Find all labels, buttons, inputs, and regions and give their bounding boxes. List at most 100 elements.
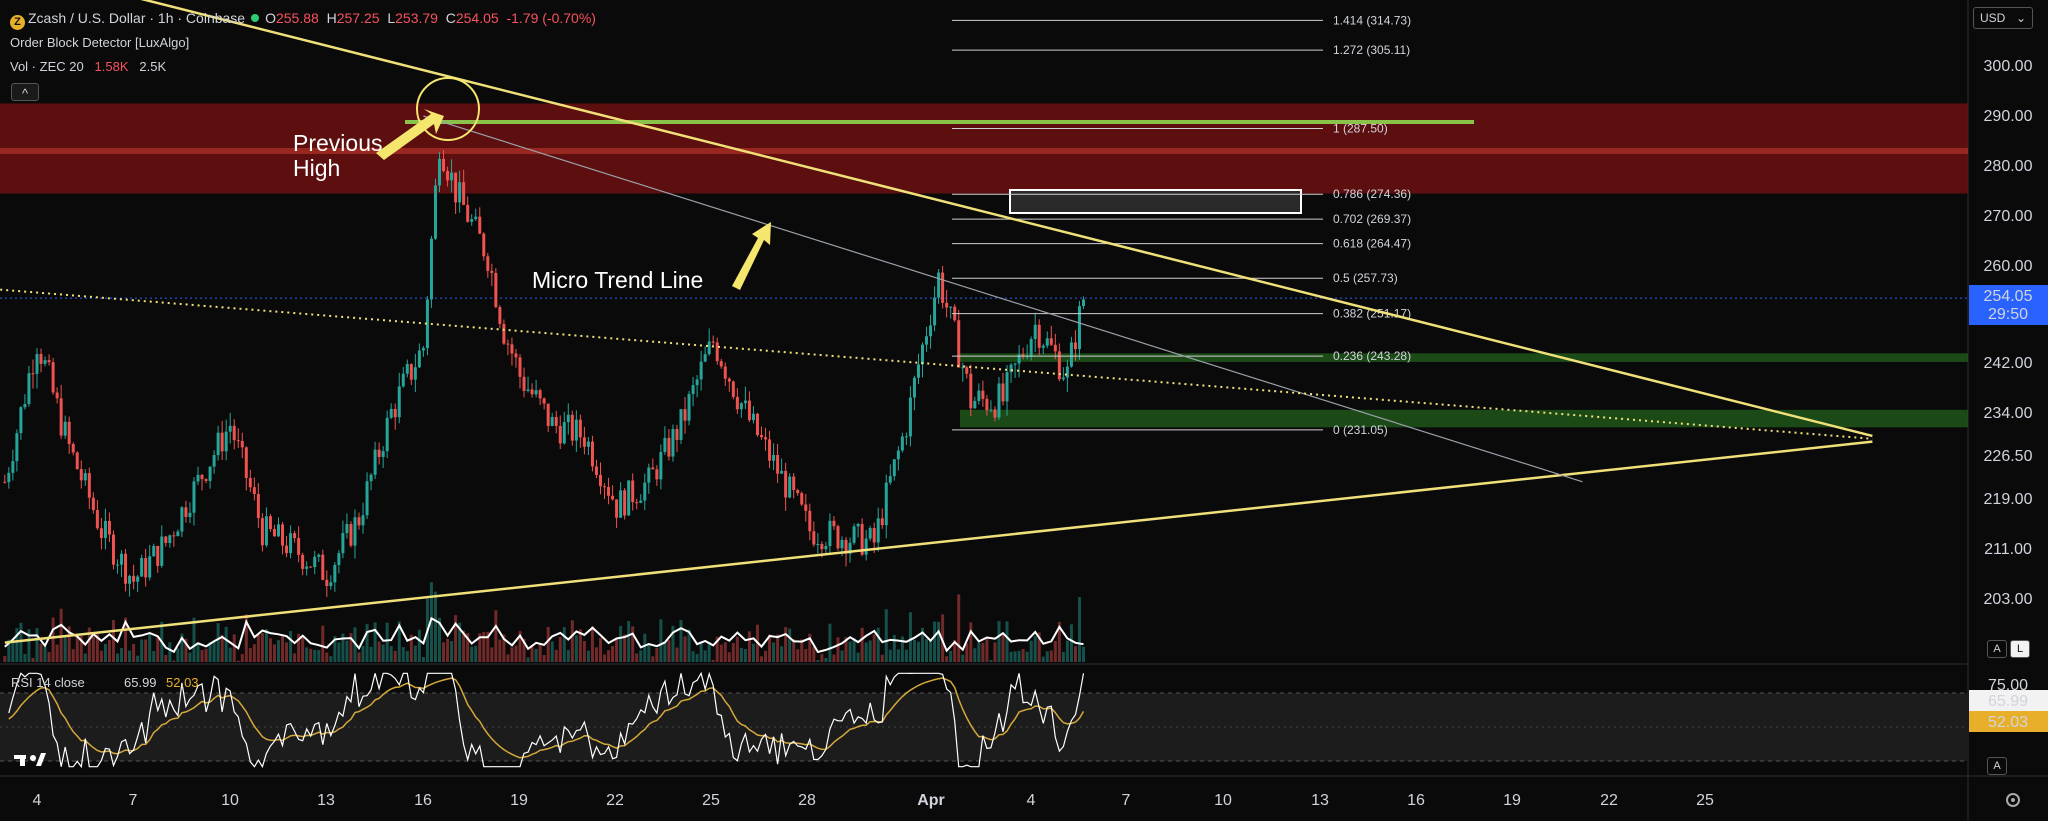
candle-body [478,216,482,234]
fib-label-1.272: 1.272 (305.11) [1333,43,1410,57]
volume-bar [973,648,977,662]
candle-body [840,539,844,549]
candle-body [293,533,297,539]
candle-body [651,467,655,470]
fib-label-0.618: 0.618 (264.47) [1333,237,1411,251]
candle-body [385,417,389,452]
volume-bar [248,648,252,662]
candle-body [639,500,643,503]
candle-body [442,158,446,172]
candle-body [192,481,196,513]
candle-body [1009,364,1013,373]
volume-bar [305,647,309,662]
volume-bar [570,620,574,662]
order-block-zones [0,103,1968,428]
candle-body [941,272,945,303]
rsi-value-text: 65.99 [1988,693,2028,710]
volume-bar [1009,651,1013,662]
volume-bar [3,656,7,662]
rsi-auto-scale-button[interactable]: A [1987,757,2007,775]
volume-bar [228,647,232,662]
candle-body [1017,354,1021,364]
log-scale-button[interactable]: L [2010,640,2030,658]
symbol-title[interactable]: Zcash / U.S. Dollar · 1h · Coinbase [28,10,246,26]
time-tick: 16 [1407,792,1425,809]
candle-body [1069,342,1073,367]
candle-body [433,185,437,239]
volume-bar [1005,621,1009,662]
candle-body [784,470,788,498]
volume-bar [212,640,216,662]
candle-body [747,400,751,421]
time-tick: 4 [1027,792,1036,809]
candle-body [727,378,731,382]
volume-bar [1053,640,1057,662]
candle-body [389,408,393,418]
volume-bar [510,647,514,662]
volume-bar [566,649,570,662]
indicator-order-block[interactable]: Order Block Detector [LuxAlgo] [10,35,190,50]
volume-bar [144,639,148,662]
candle-body [111,534,115,565]
time-axis[interactable]: 4 7 10 13 16 19 22 25 28 Apr 4 7 10 13 16 19 22 25 [33,792,1714,809]
volume-bar [252,644,256,662]
candle-body [518,357,522,377]
candle-body [405,364,409,374]
candle-body [116,564,119,566]
candle-body [71,444,75,453]
candle-body [844,539,848,554]
volume-bar [313,649,317,662]
candle-body [570,414,574,441]
volume-bar [277,640,280,662]
volume-bar [635,653,639,662]
volume-bar [43,646,47,662]
rsi-line [8,671,1085,769]
candle-body [132,575,136,582]
volume-bar [192,617,196,662]
candle-body [1057,351,1061,380]
candle-body [75,452,79,470]
volume-bar [607,650,611,662]
volume-bar [615,639,619,662]
candle-body [301,554,305,569]
candle-body [176,531,180,537]
volume-bar [377,641,381,662]
candle-body [578,419,582,438]
candle-body [655,469,659,480]
candle-body [546,403,550,426]
collapse-legend-button[interactable]: ^ [11,83,39,101]
volume-bar [643,633,647,662]
candle-body [534,390,538,395]
volume-bar [594,647,598,662]
volume-bar [542,655,546,662]
candle-body [804,504,808,511]
price-tick: 226.50 [1984,448,2033,465]
volume-bar [264,629,268,662]
indicator-volume[interactable]: Vol · ZEC 20 1.58K 2.5K [10,59,166,74]
price-tick: 234.00 [1984,405,2033,422]
settings-gear-icon[interactable] [2006,793,2020,807]
price-tick: 219.00 [1984,491,2033,508]
volume-bar [884,609,888,662]
volume-bar [514,645,518,662]
volume-bar [47,651,51,662]
candle-body [140,558,144,577]
volume-bar [470,646,474,662]
ohlc-high: 257.25 [336,10,380,26]
zcash-logo-icon: Z [10,15,25,30]
candle-body [87,473,91,498]
volume-bar [904,649,908,662]
price-axis[interactable]: 300.00 290.00 280.00 270.00 260.00 242.00 234.… [1984,58,2033,608]
auto-scale-button[interactable]: A [1987,640,2007,658]
candle-body [317,554,321,557]
candle-body [200,474,204,480]
volume-bar [256,634,260,662]
volume-bar [715,636,719,662]
volume-bar [908,612,912,662]
candle-body [631,480,635,503]
volume-bar [196,642,200,662]
candle-body [586,441,590,447]
currency-selector[interactable]: USD ⌄ [1973,7,2033,29]
volume-bar [888,649,892,662]
